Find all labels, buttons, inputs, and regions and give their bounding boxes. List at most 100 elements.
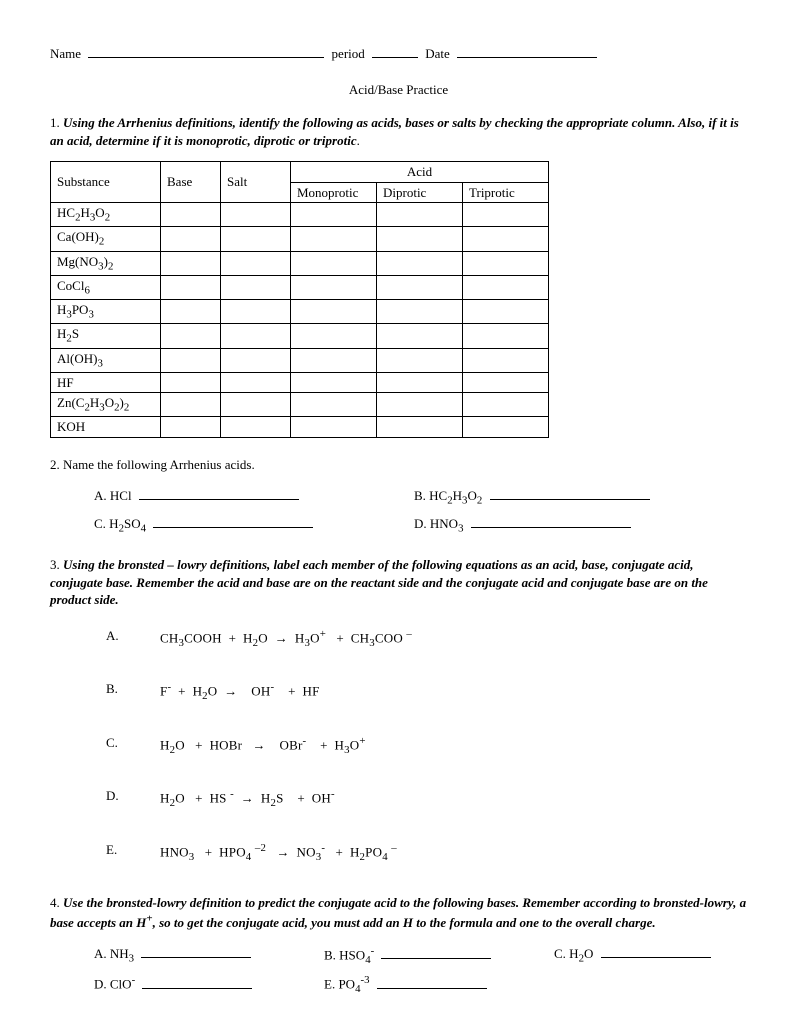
answer-cell[interactable] [463, 417, 549, 438]
q4-text: Use the bronsted-lowry definition to pre… [50, 895, 746, 930]
answer-cell[interactable] [221, 227, 291, 251]
answer-cell[interactable] [161, 275, 221, 299]
answer-cell[interactable] [161, 300, 221, 324]
answer-blank[interactable] [490, 486, 650, 500]
answer-cell[interactable] [161, 227, 221, 251]
q2-row: C. H2SO4 D. HNO3 [94, 514, 747, 536]
equation-label: A. [106, 627, 160, 651]
answer-cell[interactable] [291, 275, 377, 299]
substance-cell: Mg(NO3)2 [51, 251, 161, 275]
answer-cell[interactable] [291, 203, 377, 227]
answer-cell[interactable] [463, 300, 549, 324]
answer-cell[interactable] [291, 348, 377, 372]
answer-cell[interactable] [291, 324, 377, 348]
answer-cell[interactable] [161, 417, 221, 438]
answer-cell[interactable] [377, 372, 463, 393]
answer-cell[interactable] [291, 227, 377, 251]
q2-item: C. H2SO4 [94, 514, 414, 536]
answer-cell[interactable] [377, 227, 463, 251]
substance-cell: CoCl6 [51, 275, 161, 299]
answer-blank[interactable] [139, 486, 299, 500]
answer-cell[interactable] [377, 251, 463, 275]
substance-cell: Ca(OH)2 [51, 227, 161, 251]
th-salt: Salt [221, 162, 291, 203]
equation-body: H2O + HOBr → OBr- + H3O+ [160, 734, 747, 758]
answer-cell[interactable] [221, 417, 291, 438]
answer-cell[interactable] [161, 203, 221, 227]
answer-blank[interactable] [142, 975, 252, 989]
page-title: Acid/Base Practice [50, 81, 747, 99]
equation-row: B.F- + H2O → OH- + HF [106, 680, 747, 704]
q2-item: D. HNO3 [414, 514, 734, 536]
answer-cell[interactable] [221, 372, 291, 393]
equation-body: F- + H2O → OH- + HF [160, 680, 747, 704]
answer-blank[interactable] [141, 944, 251, 958]
th-acid: Acid [291, 162, 549, 183]
q4-item: C. H2O [554, 944, 734, 968]
answer-cell[interactable] [161, 324, 221, 348]
name-label: Name [50, 46, 81, 61]
name-blank[interactable] [88, 44, 324, 58]
answer-cell[interactable] [463, 324, 549, 348]
answer-cell[interactable] [463, 227, 549, 251]
answer-blank[interactable] [153, 514, 313, 528]
answer-cell[interactable] [221, 300, 291, 324]
answer-cell[interactable] [161, 348, 221, 372]
answer-cell[interactable] [463, 251, 549, 275]
answer-cell[interactable] [377, 348, 463, 372]
answer-cell[interactable] [463, 348, 549, 372]
equation-row: C.H2O + HOBr → OBr- + H3O+ [106, 734, 747, 758]
th-triprotic: Triprotic [463, 182, 549, 203]
q4-item: A. NH3 [94, 944, 324, 968]
answer-cell[interactable] [161, 251, 221, 275]
substance-cell: HC2H3O2 [51, 203, 161, 227]
equation-label: E. [106, 841, 160, 865]
q2-item: A. HCl [94, 486, 414, 508]
answer-cell[interactable] [463, 372, 549, 393]
date-blank[interactable] [457, 44, 597, 58]
answer-cell[interactable] [221, 203, 291, 227]
answer-cell[interactable] [161, 393, 221, 417]
period-blank[interactable] [372, 44, 418, 58]
substance-cell: Zn(C2H3O2)2 [51, 393, 161, 417]
q1-text: Using the Arrhenius definitions, identif… [50, 115, 739, 148]
answer-cell[interactable] [291, 372, 377, 393]
answer-cell[interactable] [463, 393, 549, 417]
answer-cell[interactable] [377, 300, 463, 324]
q2-row: A. HCl B. HC2H3O2 [94, 486, 747, 508]
answer-cell[interactable] [377, 417, 463, 438]
answer-cell[interactable] [377, 393, 463, 417]
q3-text: Using the bronsted – lowry definitions, … [50, 557, 708, 607]
table-row: HC2H3O2 [51, 203, 549, 227]
answer-blank[interactable] [471, 514, 631, 528]
answer-cell[interactable] [221, 324, 291, 348]
substance-cell: Al(OH)3 [51, 348, 161, 372]
answer-cell[interactable] [377, 275, 463, 299]
answer-cell[interactable] [221, 275, 291, 299]
answer-cell[interactable] [291, 393, 377, 417]
answer-blank[interactable] [601, 944, 711, 958]
substance-cell: H3PO3 [51, 300, 161, 324]
table-row: Ca(OH)2 [51, 227, 549, 251]
answer-cell[interactable] [291, 417, 377, 438]
table-row: Zn(C2H3O2)2 [51, 393, 549, 417]
q1-instruction: 1. Using the Arrhenius definitions, iden… [50, 114, 747, 149]
answer-cell[interactable] [221, 393, 291, 417]
answer-cell[interactable] [463, 203, 549, 227]
answer-cell[interactable] [291, 300, 377, 324]
answer-cell[interactable] [377, 203, 463, 227]
table-row: Mg(NO3)2 [51, 251, 549, 275]
answer-cell[interactable] [161, 372, 221, 393]
answer-cell[interactable] [221, 251, 291, 275]
q1-trail: . [357, 133, 360, 148]
answer-cell[interactable] [463, 275, 549, 299]
substance-cell: KOH [51, 417, 161, 438]
answer-blank[interactable] [381, 945, 491, 959]
answer-cell[interactable] [221, 348, 291, 372]
answer-blank[interactable] [377, 975, 487, 989]
answer-cell[interactable] [377, 324, 463, 348]
header-line: Name period Date [50, 44, 747, 63]
q2-text: Name the following Arrhenius acids. [63, 457, 255, 472]
table-row: CoCl6 [51, 275, 549, 299]
answer-cell[interactable] [291, 251, 377, 275]
